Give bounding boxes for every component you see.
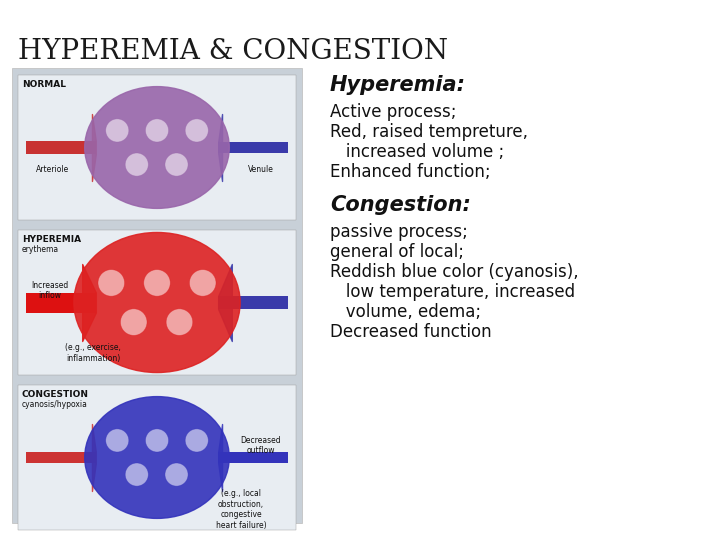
Ellipse shape [125, 153, 148, 176]
Text: NORMAL: NORMAL [22, 80, 66, 89]
FancyBboxPatch shape [18, 75, 296, 220]
FancyBboxPatch shape [18, 230, 296, 375]
FancyBboxPatch shape [218, 296, 288, 309]
Ellipse shape [125, 463, 148, 486]
FancyBboxPatch shape [26, 141, 96, 154]
Ellipse shape [85, 396, 229, 518]
FancyBboxPatch shape [26, 452, 96, 463]
Text: Decreased function: Decreased function [330, 323, 492, 341]
Text: general of local;: general of local; [330, 243, 464, 261]
Text: volume, edema;: volume, edema; [330, 303, 481, 321]
Ellipse shape [165, 463, 188, 486]
FancyBboxPatch shape [18, 385, 296, 530]
Ellipse shape [98, 269, 125, 296]
Ellipse shape [166, 309, 193, 335]
FancyBboxPatch shape [26, 293, 96, 313]
FancyBboxPatch shape [12, 68, 302, 523]
Ellipse shape [145, 429, 168, 452]
Ellipse shape [120, 309, 147, 335]
Text: low temperature, increased: low temperature, increased [330, 283, 575, 301]
Ellipse shape [189, 269, 216, 296]
Text: Red, raised tempreture,: Red, raised tempreture, [330, 123, 528, 141]
Text: CONGESTION: CONGESTION [22, 390, 89, 399]
Ellipse shape [185, 429, 208, 452]
Ellipse shape [74, 232, 240, 373]
Text: Active process;: Active process; [330, 103, 456, 121]
Text: Congestion:: Congestion: [330, 195, 471, 215]
Text: Arteriole: Arteriole [37, 165, 70, 174]
Ellipse shape [145, 119, 168, 142]
Text: HYPEREMIA & CONGESTION: HYPEREMIA & CONGESTION [18, 38, 448, 65]
Text: (e.g., local
obstruction,
congestive
heart failure): (e.g., local obstruction, congestive hea… [216, 489, 266, 530]
Text: passive process;: passive process; [330, 223, 468, 241]
Ellipse shape [106, 119, 129, 142]
Text: (e.g., exercise,
inflammation): (e.g., exercise, inflammation) [65, 343, 121, 362]
Ellipse shape [165, 153, 188, 176]
Ellipse shape [106, 429, 129, 452]
FancyBboxPatch shape [218, 142, 288, 153]
Ellipse shape [85, 86, 229, 208]
Text: erythema: erythema [22, 245, 59, 254]
Text: Venule: Venule [248, 165, 274, 174]
Text: Increased
inflow: Increased inflow [32, 281, 68, 300]
Text: Enhanced function;: Enhanced function; [330, 163, 490, 181]
Ellipse shape [185, 119, 208, 142]
Text: Hyperemia:: Hyperemia: [330, 75, 466, 95]
Text: Reddish blue color (cyanosis),: Reddish blue color (cyanosis), [330, 263, 579, 281]
Text: Decreased
outflow: Decreased outflow [240, 436, 282, 455]
Text: HYPEREMIA: HYPEREMIA [22, 235, 81, 244]
Text: cyanosis/hypoxia: cyanosis/hypoxia [22, 400, 88, 409]
Text: increased volume ;: increased volume ; [330, 143, 504, 161]
FancyBboxPatch shape [218, 452, 288, 463]
Ellipse shape [144, 269, 171, 296]
